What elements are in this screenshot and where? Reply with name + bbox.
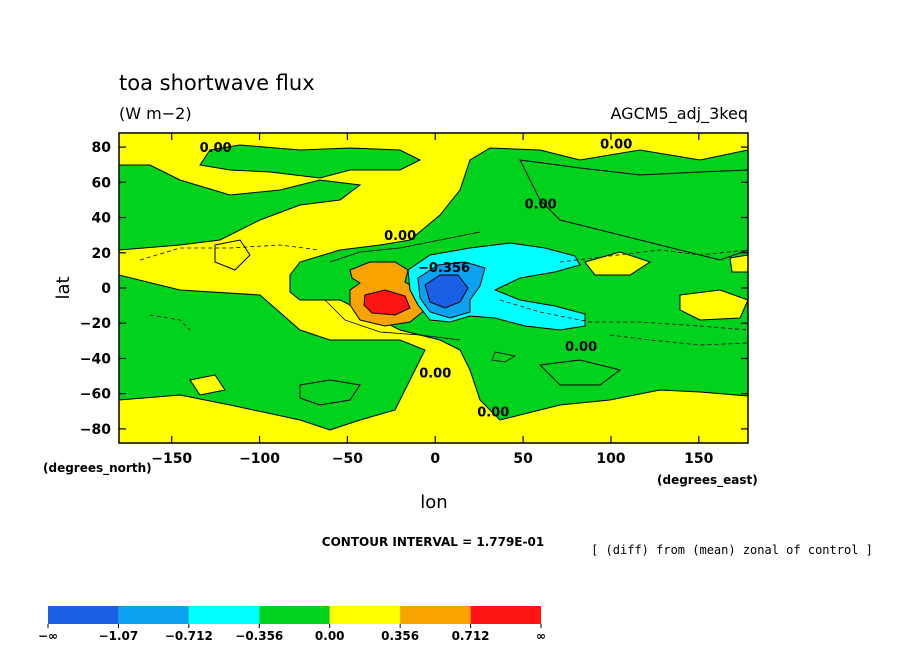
colorbar-label: −0.712 (165, 629, 213, 643)
colorbar-label: −1.07 (99, 629, 139, 643)
contour-labels: 0.00 0.00 0.00 0.00 −0.356 0.00 0.00 0.00 (200, 138, 633, 421)
x-tick-label: 0 (430, 451, 440, 467)
colorbar-label: 0.712 (452, 629, 490, 643)
colorbar-swatch (118, 606, 189, 624)
colorbar-label: 0.356 (381, 629, 419, 643)
colorbar-swatch (329, 606, 401, 624)
x-tick-label: −50 (332, 451, 363, 467)
negative-contours (139, 244, 748, 346)
x-tick-label: −150 (151, 451, 192, 467)
y-tick-label: 0 (101, 281, 111, 297)
field-island-yellow-4 (679, 289, 748, 321)
y-axis-title: lat (53, 276, 74, 299)
colorbar-swatch (259, 606, 330, 624)
experiment-label: AGCM5_adj_3keq (611, 104, 749, 124)
field-island-yellow-5 (729, 254, 748, 273)
field-region-yellow-north (119, 133, 748, 443)
units-label: (W m−2) (119, 104, 192, 123)
x-tick-label: 150 (684, 451, 713, 467)
comparison-note: [ (diff) from (mean) zonal of control ] (591, 543, 873, 557)
x-axis: −150 −100 −50 0 50 100 150 (151, 133, 714, 467)
colorbar-label: −∞ (38, 629, 58, 643)
x-tick-label: −100 (239, 451, 280, 467)
x-axis-title: lon (420, 492, 447, 513)
y-tick-label: −80 (80, 422, 111, 438)
field-region-dark-blue (424, 274, 469, 309)
contour-label: −0.356 (418, 261, 470, 276)
field-island-yellow-3 (584, 251, 652, 276)
colorbar-swatch (48, 606, 119, 624)
y-tick-label: 80 (92, 140, 112, 156)
y-tick-label: 40 (92, 211, 112, 227)
y-tick-label: −20 (80, 316, 111, 332)
field-island-green-3 (299, 379, 361, 406)
y-tick-label: 60 (92, 175, 112, 191)
field-island-yellow-1 (214, 239, 251, 271)
x-units-label: (degrees_east) (657, 473, 758, 488)
colorbar: −∞ −1.07 −0.712 −0.356 0.00 0.356 0.712 ∞ (38, 606, 546, 643)
contour-label: 0.00 (477, 405, 509, 420)
x-tick-label: 100 (596, 451, 625, 467)
contour-label: 0.00 (525, 197, 557, 212)
contour-label: 0.00 (384, 229, 416, 244)
positive-contours (324, 231, 517, 363)
field-island-green-2 (519, 159, 748, 261)
colorbar-swatch (188, 606, 260, 624)
x-tick-label: 50 (513, 451, 533, 467)
contour-label: 0.00 (200, 141, 232, 156)
chart-title: toa shortwave flux (119, 71, 315, 95)
field-island-green-4 (538, 359, 622, 386)
y-tick-label: 20 (92, 246, 112, 262)
contour-interval: CONTOUR INTERVAL = 1.779E-01 (322, 535, 544, 549)
colorbar-swatch (470, 606, 541, 624)
y-axis: 80 60 40 20 0 −20 −40 −60 −80 (80, 140, 748, 438)
y-units-label: (degrees_north) (43, 461, 152, 476)
field-island-yellow-2 (189, 374, 226, 396)
colorbar-label: −0.356 (235, 629, 283, 643)
contour-label: 0.00 (419, 367, 451, 382)
y-tick-label: −40 (80, 351, 111, 367)
contour-label: 0.00 (565, 340, 597, 355)
colorbar-label: ∞ (536, 629, 546, 643)
field-region-red (363, 289, 411, 316)
colorbar-swatch (400, 606, 471, 624)
colorbar-label: 0.00 (315, 629, 345, 643)
plot-field: 0.00 0.00 0.00 0.00 −0.356 0.00 0.00 0.00 (119, 133, 748, 443)
field-island-green-1 (199, 144, 422, 179)
contour-label: 0.00 (600, 138, 632, 153)
y-tick-label: −60 (80, 387, 111, 403)
